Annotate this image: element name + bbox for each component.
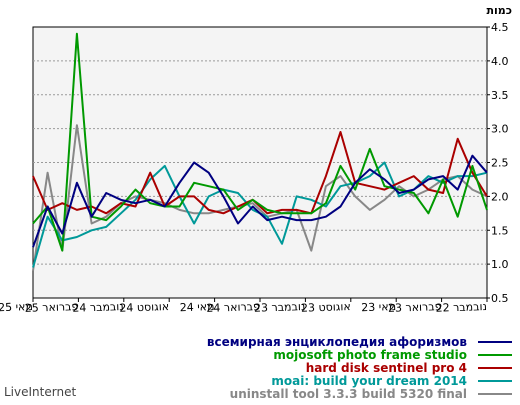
legend-label-3: hard disk sentinel pro 4 — [306, 361, 467, 375]
y-tick-label: 3.5 — [491, 89, 509, 102]
y-tick-label: 4.5 — [491, 21, 509, 34]
y-tick-label: 1.5 — [491, 224, 509, 237]
x-tick-label: פברואר 23 — [388, 300, 442, 315]
y-tick-label: 1.0 — [491, 258, 509, 271]
x-tick-label: מאי 24 — [179, 300, 214, 314]
x-tick-label: פברואר 24 — [206, 300, 260, 315]
series-layer — [32, 32, 488, 272]
x-tick-label: אוגוסט 23 — [301, 300, 351, 315]
y-tick-label: 0.5 — [491, 292, 509, 305]
series-line-3 — [32, 131, 488, 215]
y-tick-label: 2.0 — [491, 190, 509, 203]
y-axis: 0.5 1.0 1.5 2.0 2.5 3.0 3.5 4.0 4.5 — [487, 21, 509, 305]
series-line-5 — [32, 124, 488, 272]
x-tick-label: מאי 25 — [0, 300, 33, 314]
legend-label-2: mojosoft photo frame studio — [273, 348, 467, 362]
y-tick-label: 4.0 — [491, 55, 509, 68]
footer-brand: LiveInternet — [4, 385, 77, 399]
legend-label-1: всемирная энциклопедия афоризмов — [207, 335, 467, 349]
plot-area — [32, 26, 488, 299]
series-line-1 — [32, 154, 488, 248]
legend: всемирная энциклопедия афоризмовmojosoft… — [207, 335, 512, 401]
unit-label: כמות — [487, 4, 512, 17]
legend-label-4: moai: build your dream 2014 — [271, 374, 467, 388]
y-tick-label: 2.5 — [491, 157, 509, 170]
series-line-2 — [32, 32, 488, 252]
x-tick-label: מאי 23 — [361, 300, 396, 314]
x-tick-label: נובמבר 22 — [435, 300, 487, 315]
x-tick-label: פברואר 25 — [25, 300, 79, 315]
x-tick-label: נובמבר 23 — [254, 300, 306, 315]
x-tick-label: נובמבר 24 — [72, 300, 124, 315]
y-tick-label: 3.0 — [491, 123, 509, 136]
legend-label-5: uninstall tool 3.3.3 build 5320 final — [230, 387, 467, 401]
x-tick-label: אוגוסט 24 — [119, 300, 169, 315]
